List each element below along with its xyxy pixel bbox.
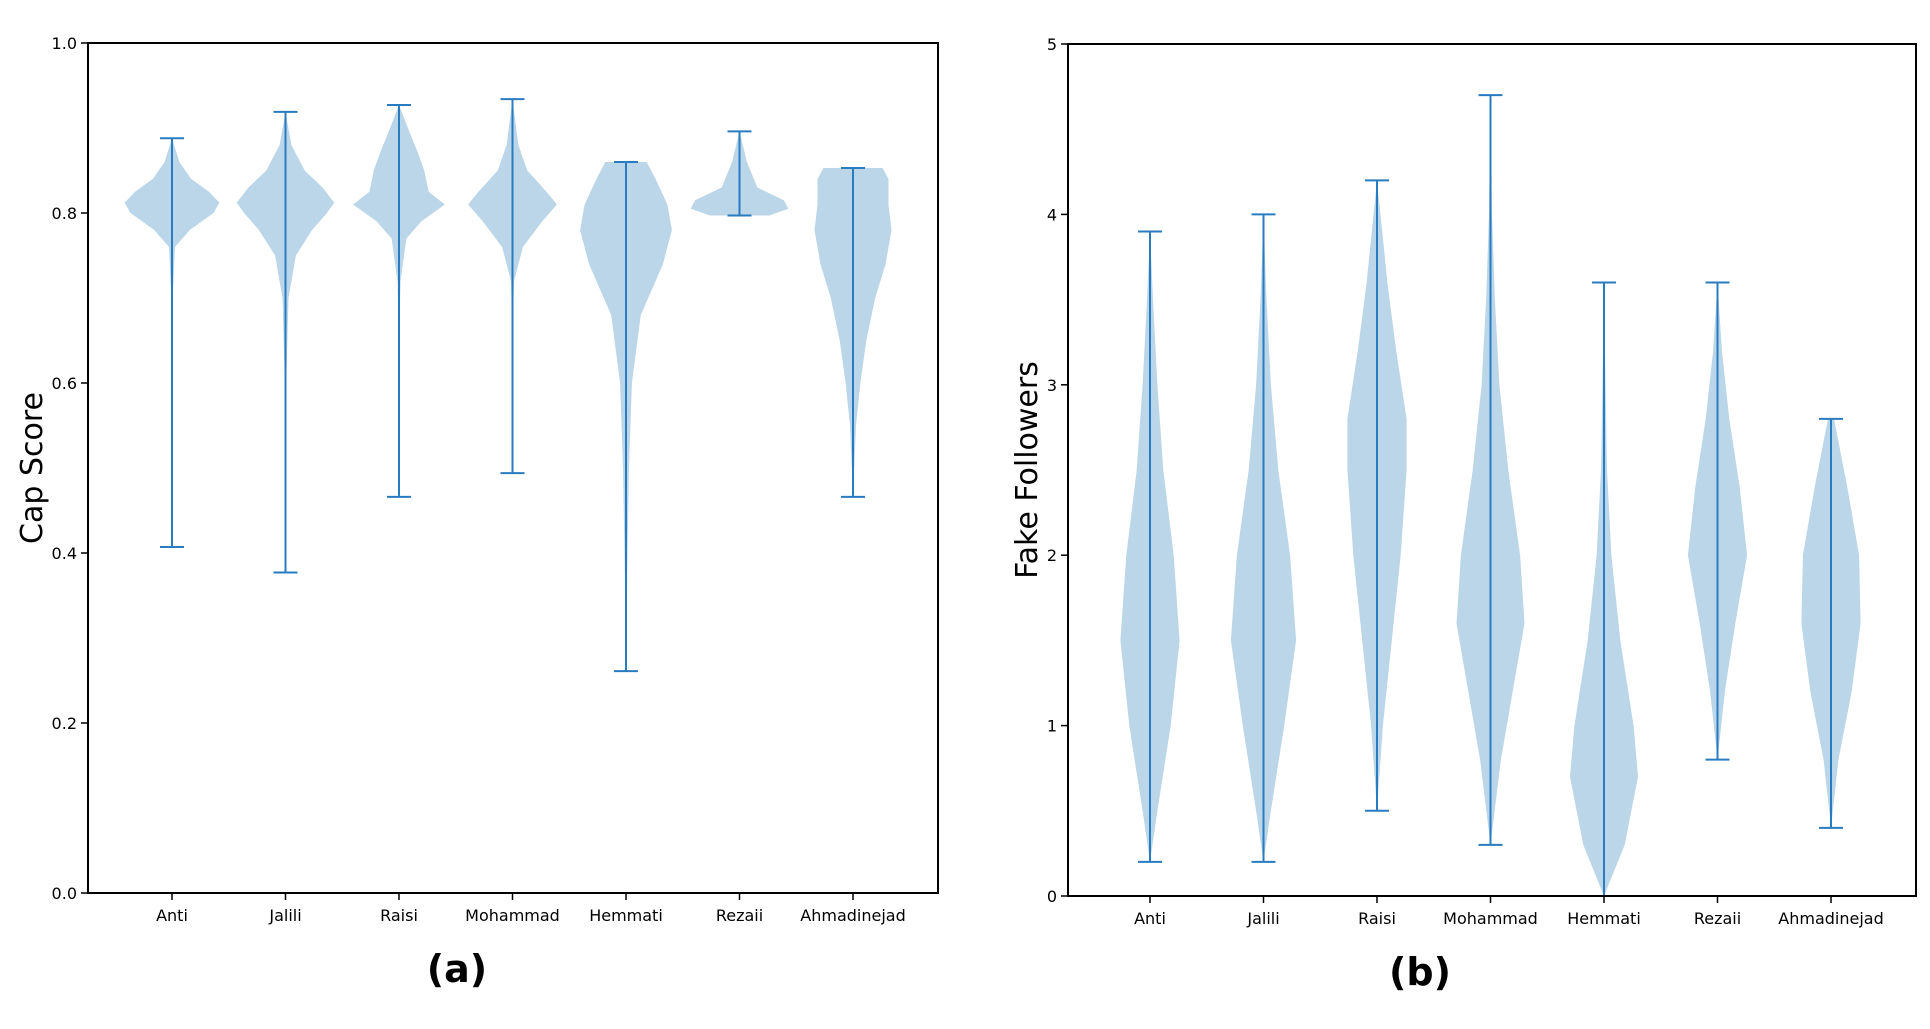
violins-group-a bbox=[124, 98, 892, 673]
y-tick-label: 1.0 bbox=[52, 34, 77, 53]
x-axis-b: Anti Jalili Raisi Mohammad Hemmati Rezaii Ahma… bbox=[1134, 896, 1884, 928]
y-axis-label-b: Fake Followers bbox=[1010, 361, 1045, 579]
panel-caption-a: (a) bbox=[427, 947, 487, 991]
x-tick-label: Jalili bbox=[268, 906, 301, 925]
violins-group-b bbox=[1120, 94, 1861, 897]
y-tick-label: 0.2 bbox=[52, 714, 77, 733]
y-tick-label: 0.0 bbox=[52, 884, 77, 903]
x-tick-label: Ahmadinejad bbox=[800, 906, 905, 925]
y-tick-label: 2 bbox=[1047, 546, 1057, 565]
x-tick-label: Rezaii bbox=[716, 906, 763, 925]
x-tick-label: Raisi bbox=[380, 906, 418, 925]
y-tick-label: 5 bbox=[1047, 35, 1057, 54]
y-tick-label: 0.6 bbox=[52, 374, 77, 393]
y-axis-label-a: Cap Score bbox=[15, 392, 50, 544]
x-tick-label: Mohammad bbox=[1443, 909, 1538, 928]
chart-panel-a: 0.0 0.2 0.4 0.6 0.8 1.0 Anti Jalili Raisi Mohamm… bbox=[15, 34, 939, 991]
x-axis-a: Anti Jalili Raisi Mohammad Hemmati Rezaii Ahma… bbox=[156, 893, 906, 925]
x-tick-label: Mohammad bbox=[465, 906, 560, 925]
axes-frame-b bbox=[1067, 43, 1917, 897]
y-tick-label: 0.8 bbox=[52, 204, 77, 223]
x-tick-label: Hemmati bbox=[589, 906, 663, 925]
x-tick-label: Anti bbox=[156, 906, 188, 925]
x-tick-label: Ahmadinejad bbox=[1778, 909, 1883, 928]
x-tick-label: Anti bbox=[1134, 909, 1166, 928]
y-tick-label: 0.4 bbox=[52, 544, 77, 563]
x-tick-label: Hemmati bbox=[1567, 909, 1641, 928]
y-axis-a: 0.0 0.2 0.4 0.6 0.8 1.0 bbox=[52, 34, 88, 903]
y-tick-label: 4 bbox=[1047, 205, 1057, 224]
x-tick-label: Raisi bbox=[1358, 909, 1396, 928]
x-tick-label: Jalili bbox=[1246, 909, 1279, 928]
y-axis-b: 0 1 2 3 4 5 bbox=[1047, 35, 1068, 906]
y-tick-label: 3 bbox=[1047, 376, 1057, 395]
chart-panel-b: 0 1 2 3 4 5 Anti Jalili Raisi Mohammad Hemmati Rez… bbox=[1010, 35, 1917, 994]
y-tick-label: 0 bbox=[1047, 887, 1057, 906]
y-tick-label: 1 bbox=[1047, 717, 1057, 736]
panel-caption-b: (b) bbox=[1389, 950, 1451, 994]
x-tick-label: Rezaii bbox=[1694, 909, 1741, 928]
